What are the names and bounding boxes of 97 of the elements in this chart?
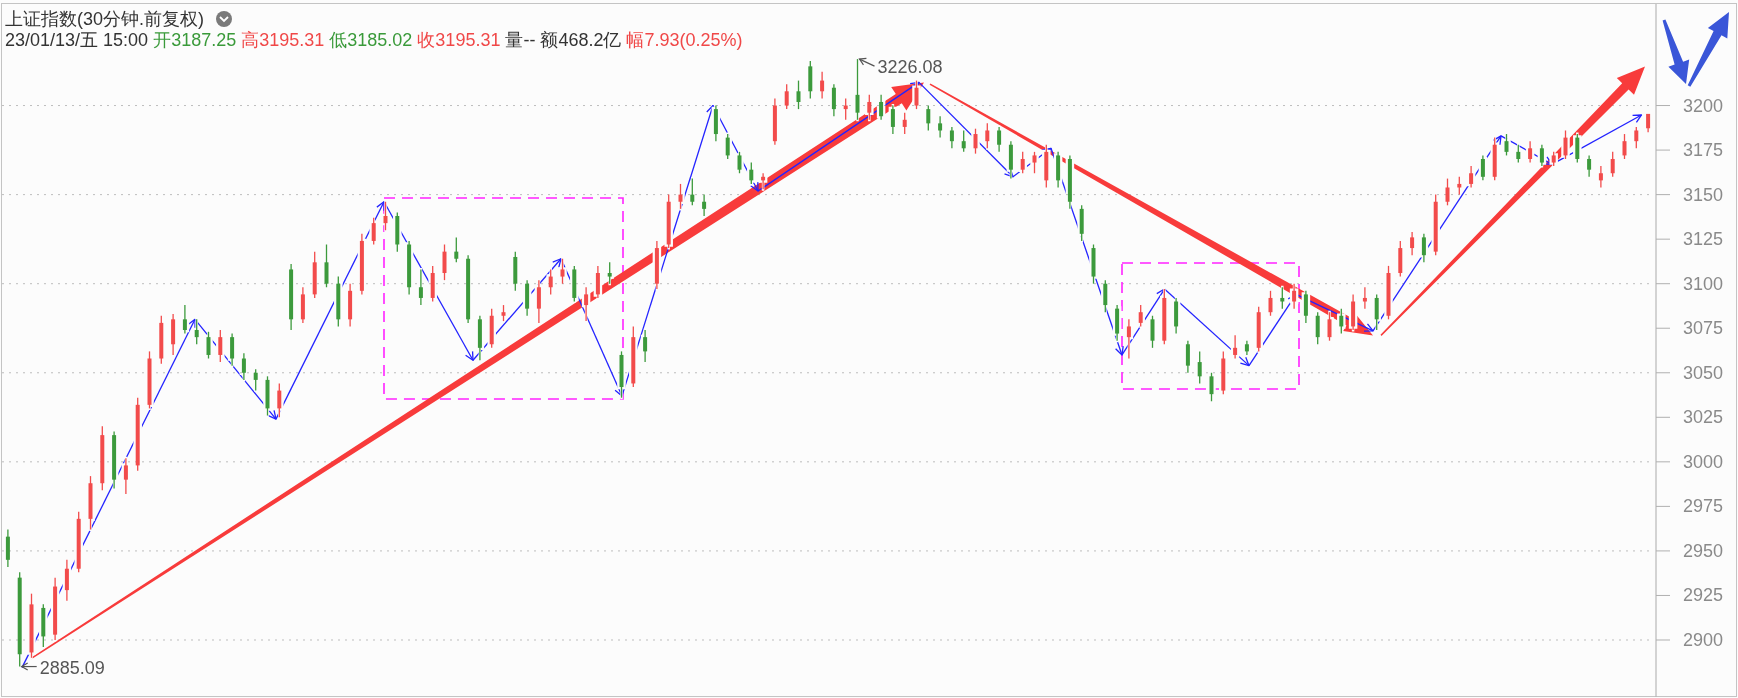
candlestick bbox=[548, 268, 553, 296]
candlestick bbox=[1622, 133, 1627, 160]
candlestick bbox=[890, 104, 895, 135]
candlestick bbox=[1421, 233, 1426, 263]
candlestick bbox=[784, 83, 789, 110]
candlestick bbox=[1598, 165, 1603, 189]
candlestick bbox=[1339, 307, 1344, 335]
candlestick bbox=[1575, 133, 1580, 164]
candlestick bbox=[1327, 311, 1332, 342]
y-tick-label: 3100 bbox=[1683, 273, 1724, 294]
candlestick bbox=[855, 58, 860, 121]
candlestick bbox=[1280, 286, 1285, 310]
annotation: 3226.08 bbox=[877, 57, 943, 78]
candlestick bbox=[1563, 129, 1568, 160]
y-tick-label: 3000 bbox=[1683, 451, 1724, 472]
candlestick bbox=[1587, 154, 1592, 178]
y-tick-label: 3025 bbox=[1683, 407, 1724, 428]
candlestick bbox=[64, 559, 69, 602]
y-tick-label: 3200 bbox=[1683, 95, 1724, 116]
y-tick-label: 2900 bbox=[1683, 629, 1724, 650]
candlestick bbox=[749, 161, 754, 185]
candlestick bbox=[702, 193, 707, 217]
candlestick bbox=[938, 115, 943, 139]
y-tick-label: 2975 bbox=[1683, 496, 1724, 517]
candlestick bbox=[949, 126, 954, 149]
candlestick bbox=[560, 258, 565, 285]
candlestick bbox=[879, 94, 884, 121]
candlestick bbox=[584, 286, 589, 322]
y-tick-label: 2950 bbox=[1683, 540, 1724, 561]
y-tick-label: 2925 bbox=[1683, 585, 1724, 606]
candlestick bbox=[1469, 165, 1474, 189]
y-tick-label: 3050 bbox=[1683, 362, 1724, 383]
candlestick bbox=[973, 128, 978, 155]
candlestick bbox=[1303, 290, 1308, 324]
candlestick bbox=[1292, 283, 1297, 310]
chart-title: 上证指数(30分钟.前复权) bbox=[5, 9, 205, 29]
candlestick bbox=[1150, 315, 1155, 349]
text: 23/01/13/五 15:00 开3187.25 高3195.31 低3185.02 收3195.31 量-- 额468.2亿 幅7.93(0.25%) bbox=[5, 30, 743, 50]
candlestick bbox=[1528, 140, 1533, 164]
candlestick bbox=[961, 129, 966, 153]
y-tick-label: 3150 bbox=[1683, 184, 1724, 205]
candlestick bbox=[595, 265, 600, 299]
candlestick bbox=[725, 133, 730, 160]
candlestick bbox=[194, 318, 199, 345]
candlestick bbox=[1138, 304, 1143, 328]
candlestick bbox=[1126, 318, 1131, 360]
candlestick bbox=[218, 329, 223, 363]
candlestick bbox=[442, 243, 447, 281]
candlestick bbox=[253, 368, 258, 392]
candlestick bbox=[182, 304, 187, 335]
candlestick bbox=[690, 177, 695, 206]
candlestick bbox=[1103, 279, 1108, 313]
annotation: 2885.09 bbox=[39, 657, 105, 678]
y-tick-label: 3125 bbox=[1683, 229, 1724, 250]
candlestick bbox=[867, 94, 872, 121]
candlestick bbox=[241, 352, 246, 381]
candlestick bbox=[1445, 177, 1450, 206]
candlestick bbox=[206, 331, 211, 360]
candlestick bbox=[1504, 133, 1509, 157]
candlestick bbox=[1315, 311, 1320, 345]
candlestick bbox=[418, 268, 423, 306]
candlestick bbox=[1032, 151, 1037, 174]
candlestick bbox=[383, 201, 388, 231]
candlestick bbox=[536, 279, 541, 324]
candlestick bbox=[902, 112, 907, 135]
candlestick bbox=[1610, 151, 1615, 178]
candlestick bbox=[796, 79, 801, 110]
candlestick bbox=[454, 236, 459, 263]
candlestick bbox=[1634, 126, 1639, 149]
candlestick bbox=[678, 183, 683, 210]
candlestick bbox=[324, 243, 329, 288]
y-tick-label: 3075 bbox=[1683, 318, 1724, 339]
candlestick bbox=[371, 217, 376, 246]
candlestick bbox=[1480, 154, 1485, 182]
candlestick bbox=[1209, 372, 1214, 402]
candlestick bbox=[1539, 144, 1544, 167]
candlestick bbox=[831, 83, 836, 117]
candlestick bbox=[1410, 231, 1415, 256]
candlestick bbox=[1362, 286, 1367, 310]
y-tick-label: 3175 bbox=[1683, 140, 1724, 161]
candlestick bbox=[985, 122, 990, 149]
candlestick bbox=[1197, 350, 1202, 385]
candlestick bbox=[277, 382, 282, 418]
candlestick bbox=[643, 329, 648, 363]
candlestick bbox=[997, 126, 1002, 153]
candlestick bbox=[123, 457, 128, 495]
candlestick bbox=[1374, 293, 1379, 331]
candlestick bbox=[1020, 151, 1025, 174]
candlestick bbox=[737, 151, 742, 174]
candlestick bbox=[926, 104, 931, 132]
candlestick bbox=[1268, 290, 1273, 317]
candlestick bbox=[820, 71, 825, 100]
candlestick bbox=[607, 261, 612, 285]
candlestick bbox=[1185, 340, 1190, 374]
candlestick bbox=[5, 528, 10, 568]
candlestick bbox=[230, 332, 235, 367]
candlestick bbox=[1233, 334, 1238, 360]
